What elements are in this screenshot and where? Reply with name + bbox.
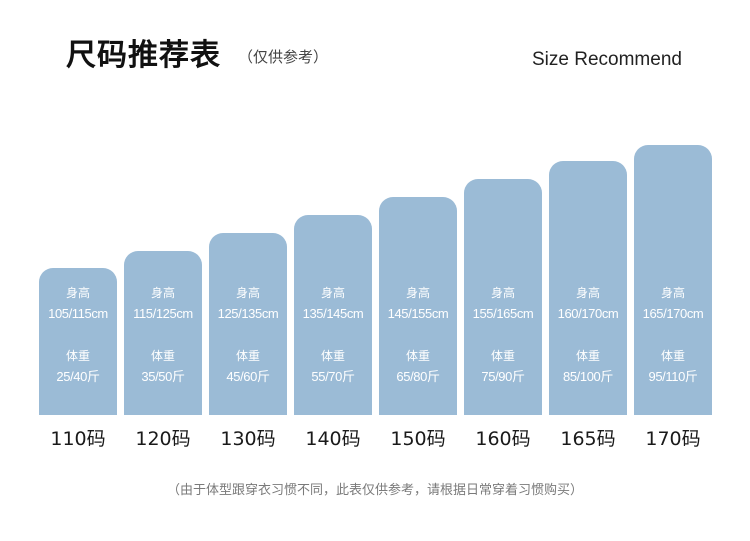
size-column-content: 身高 105/115cm 体重 25/40斤 xyxy=(39,283,117,388)
weight-label: 体重 xyxy=(660,349,685,363)
size-name: 150码 xyxy=(390,428,446,450)
height-label: 身高 xyxy=(490,286,515,300)
height-value: 155/165cm xyxy=(472,306,534,321)
title-note: （仅供参考） xyxy=(238,48,329,66)
weight-value: 25/40斤 xyxy=(56,369,100,384)
size-name: 170码 xyxy=(645,428,701,450)
size-column xyxy=(464,179,542,415)
height-label: 身高 xyxy=(660,286,685,300)
height-label: 身高 xyxy=(405,286,430,300)
size-column xyxy=(379,197,457,415)
height-label: 身高 xyxy=(150,286,175,300)
height-label: 身高 xyxy=(235,286,260,300)
weight-value: 45/60斤 xyxy=(226,369,270,384)
height-value: 105/115cm xyxy=(48,306,108,321)
size-column-content: 身高 115/125cm 体重 35/50斤 xyxy=(124,283,202,388)
size-column-content: 身高 155/165cm 体重 75/90斤 xyxy=(464,283,542,388)
weight-value: 35/50斤 xyxy=(141,369,185,384)
weight-label: 体重 xyxy=(65,349,90,363)
size-column xyxy=(39,268,117,415)
height-label: 身高 xyxy=(65,286,90,300)
weight-label: 体重 xyxy=(490,349,515,363)
weight-value: 85/100斤 xyxy=(563,369,613,384)
size-column-content: 身高 160/170cm 体重 85/100斤 xyxy=(549,283,627,388)
size-column xyxy=(294,215,372,415)
height-value: 165/170cm xyxy=(642,306,704,321)
size-name: 120码 xyxy=(135,428,191,450)
height-label: 身高 xyxy=(320,286,345,300)
height-value: 135/145cm xyxy=(302,306,364,321)
weight-value: 55/70斤 xyxy=(311,369,355,384)
weight-value: 95/110斤 xyxy=(648,369,698,384)
weight-label: 体重 xyxy=(405,349,430,363)
size-name: 130码 xyxy=(220,428,276,450)
size-column xyxy=(209,233,287,415)
size-column-content: 身高 125/135cm 体重 45/60斤 xyxy=(209,283,287,388)
size-name: 160码 xyxy=(475,428,531,450)
weight-label: 体重 xyxy=(235,349,260,363)
height-value: 145/155cm xyxy=(387,306,449,321)
height-label: 身高 xyxy=(575,286,600,300)
english-title: Size Recommend xyxy=(532,49,682,70)
size-column xyxy=(549,161,627,415)
height-value: 160/170cm xyxy=(557,306,619,321)
weight-label: 体重 xyxy=(575,349,600,363)
size-column-content: 身高 145/155cm 体重 65/80斤 xyxy=(379,283,457,388)
size-column xyxy=(634,145,712,415)
weight-value: 75/90斤 xyxy=(481,369,525,384)
height-value: 115/125cm xyxy=(133,306,193,321)
size-column-content: 身高 135/145cm 体重 55/70斤 xyxy=(294,283,372,388)
height-value: 125/135cm xyxy=(217,306,279,321)
page-title: 尺码推荐表 xyxy=(66,38,221,73)
size-name: 165码 xyxy=(560,428,616,450)
size-column xyxy=(124,251,202,415)
size-name: 110码 xyxy=(50,428,106,450)
weight-value: 65/80斤 xyxy=(396,369,440,384)
weight-label: 体重 xyxy=(150,349,175,363)
footer-note: （由于体型跟穿衣习惯不同，此表仅供参考，请根据日常穿着习惯购买） xyxy=(166,483,583,498)
size-name: 140码 xyxy=(305,428,361,450)
size-column-content: 身高 165/170cm 体重 95/110斤 xyxy=(634,283,712,388)
weight-label: 体重 xyxy=(320,349,345,363)
